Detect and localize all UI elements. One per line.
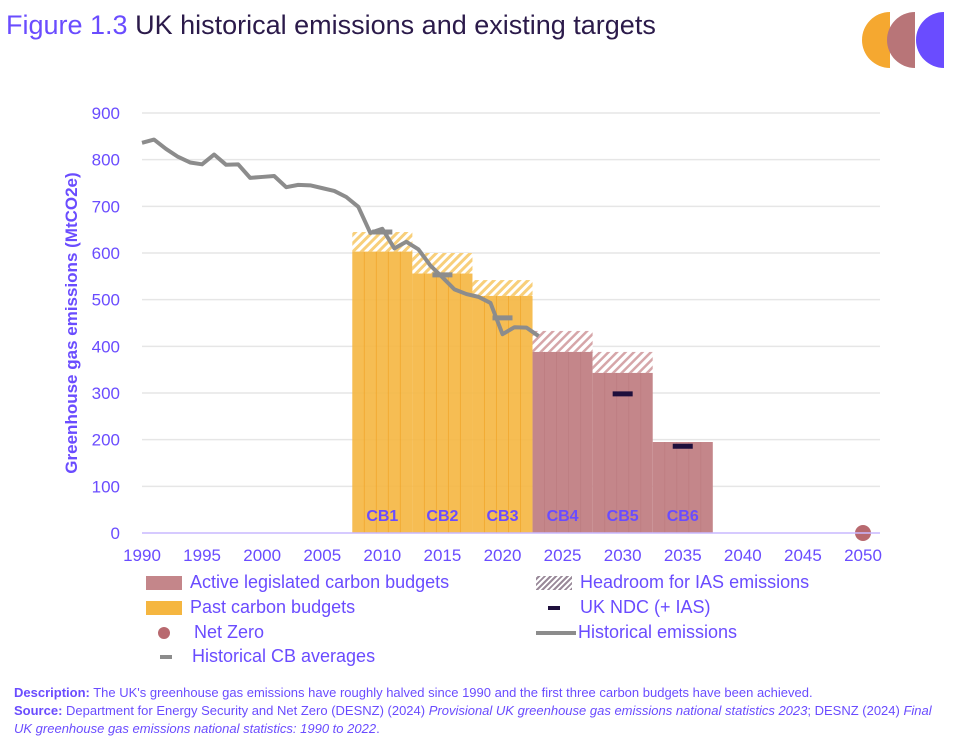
x-tick-label: 2025	[544, 546, 582, 565]
description-label: Description:	[14, 685, 90, 700]
x-tick-label: 2015	[424, 546, 462, 565]
legend-past: Past carbon budgets	[146, 597, 355, 618]
source: Source: Department for Energy Security a…	[14, 702, 934, 738]
legend-label: Net Zero	[194, 622, 265, 642]
budget-label: CB2	[426, 508, 458, 525]
y-tick-label: 700	[92, 197, 120, 216]
budget-label: CB4	[547, 508, 579, 525]
budget-label: CB5	[607, 508, 639, 525]
legend-label: Historical CB averages	[192, 646, 376, 666]
swatch-netzero	[158, 626, 170, 639]
logo-half-circle-orange	[862, 12, 890, 68]
y-tick-label: 0	[111, 524, 120, 543]
budget-label: CB1	[366, 508, 398, 525]
y-tick-label: 600	[92, 244, 120, 263]
x-tick-label: 2035	[664, 546, 702, 565]
budget-bar	[532, 351, 593, 533]
source-label: Source:	[14, 703, 63, 718]
swatch-historical	[536, 630, 576, 635]
swatch-cb-averages	[160, 654, 172, 659]
swatch-past	[146, 600, 182, 615]
figure-number: Figure 1.3	[6, 10, 128, 40]
figure-title: UK historical emissions and existing tar…	[135, 10, 656, 40]
legend-label: UK NDC (+ IAS)	[580, 597, 711, 617]
legend-label: Historical emissions	[578, 622, 738, 642]
legend-ndc: UK NDC (+ IAS)	[536, 597, 711, 618]
source-text: .	[376, 721, 380, 736]
logo-half-circle-purple	[916, 12, 944, 68]
legend-headroom: Headroom for IAS emissions	[536, 572, 809, 593]
footer: Description: The UK's greenhouse gas emi…	[14, 684, 934, 738]
headroom-bar	[412, 253, 473, 274]
chart: CB1 CB2 CB3 CB4 CB5 CB6 0 100 200 300 400 500 600 700…	[62, 104, 882, 565]
y-tick-label: 100	[92, 477, 120, 496]
x-tick-label: 2005	[303, 546, 341, 565]
x-tick-label: 2050	[844, 546, 882, 565]
swatch-active	[146, 575, 182, 590]
description: Description: The UK's greenhouse gas emi…	[14, 684, 934, 702]
source-text: ; DESNZ (2024)	[807, 703, 904, 718]
x-tick-label: 2030	[604, 546, 642, 565]
x-tick-label: 2000	[243, 546, 281, 565]
swatch-ndc	[548, 605, 560, 610]
y-tick-label: 500	[92, 291, 120, 310]
headroom-bar	[472, 280, 533, 296]
legend-netzero: Net Zero	[146, 622, 264, 643]
source-text: Department for Energy Security and Net Z…	[62, 703, 429, 718]
description-text: The UK's greenhouse gas emissions have r…	[89, 685, 813, 700]
source-title: Provisional UK greenhouse gas emissions …	[428, 703, 808, 718]
budget-bar	[592, 372, 653, 533]
x-tick-label: 1990	[123, 546, 161, 565]
y-tick-label: 400	[92, 337, 120, 356]
historical-emissions-line	[141, 137, 540, 338]
legend-cb-averages: Historical CB averages	[146, 646, 375, 667]
x-tick-label: 2010	[363, 546, 401, 565]
budget-bar	[352, 251, 413, 533]
legend-label: Active legislated carbon budgets	[190, 572, 450, 592]
x-tick-label: 1995	[183, 546, 221, 565]
x-tick-label: 2040	[724, 546, 762, 565]
y-tick-label: 300	[92, 384, 120, 403]
logo-half-circle-rose	[887, 12, 915, 68]
x-tick-label: 2045	[784, 546, 822, 565]
y-tick-label: 800	[92, 151, 120, 170]
y-axis-label: Greenhouse gas emissions (MtCO2e)	[62, 172, 81, 473]
budget-bar	[412, 273, 473, 533]
legend-historical: Historical emissions	[536, 622, 737, 643]
logo	[862, 12, 944, 68]
budget-bar	[652, 442, 713, 533]
x-tick-label: 2020	[484, 546, 522, 565]
legend-active: Active legislated carbon budgets	[146, 572, 449, 593]
y-tick-label: 200	[92, 431, 120, 450]
page-title: Figure 1.3 UK historical emissions and e…	[6, 10, 656, 41]
y-tick-label: 900	[92, 104, 120, 123]
legend-label: Headroom for IAS emissions	[580, 572, 810, 592]
budget-label: CB6	[667, 508, 699, 525]
budget-label: CB3	[486, 508, 518, 525]
headroom-bar	[532, 330, 593, 352]
headroom-bar	[592, 351, 653, 373]
source-title: Final UK greenhouse gas emissions nation…	[14, 703, 932, 736]
swatch-headroom	[536, 575, 572, 590]
legend-label: Past carbon budgets	[190, 597, 356, 617]
